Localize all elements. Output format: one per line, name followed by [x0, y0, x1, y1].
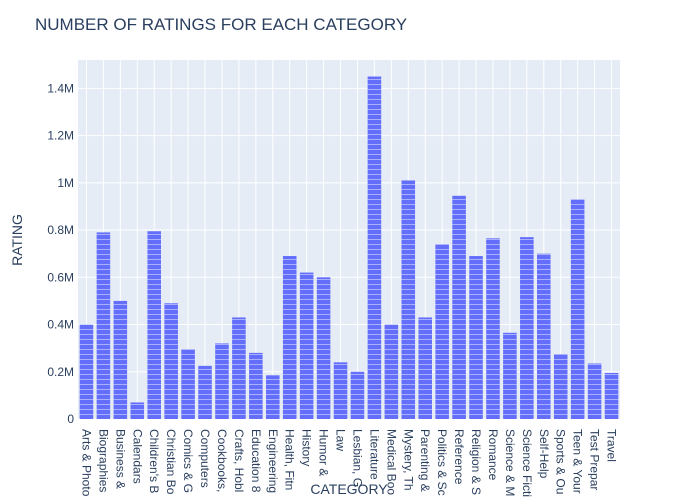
- x-tick-label: Science Ficti: [520, 429, 534, 497]
- bar-texture: [164, 303, 178, 419]
- bar-texture: [469, 256, 483, 419]
- x-tick-label: Teen & Your: [571, 429, 585, 494]
- x-tick-label: Literature: [367, 429, 381, 480]
- bar-texture: [604, 372, 619, 419]
- x-tick-label: Sports & Ou: [554, 429, 568, 494]
- x-tick-label: Health, Fitn: [283, 429, 297, 490]
- x-tick-label: Self-Help: [537, 429, 551, 479]
- bar-texture: [249, 352, 263, 419]
- bar-texture: [333, 362, 348, 419]
- y-tick-label: 0.2M: [47, 365, 74, 379]
- bar-texture: [367, 76, 382, 419]
- bar-texture: [113, 300, 128, 419]
- bar-texture: [79, 324, 94, 419]
- bar-texture: [418, 317, 432, 419]
- x-tick-label: Science & M: [503, 429, 517, 496]
- x-tick-label: Education 8: [249, 429, 263, 493]
- x-tick-label: Christian Bo: [164, 429, 178, 495]
- bar-texture: [503, 332, 517, 419]
- y-tick-label: 1.4M: [47, 81, 74, 95]
- x-tick-label: Romance: [486, 429, 500, 481]
- y-tick-label: 1.2M: [47, 129, 74, 143]
- x-tick-label: Engineering: [266, 429, 280, 493]
- x-tick-label: Mystery, Th: [401, 429, 415, 491]
- x-tick-label: Children's B: [147, 429, 161, 493]
- bar-texture: [232, 317, 246, 419]
- x-tick-label: Lesbian, G: [350, 429, 364, 487]
- x-tick-label: Law: [334, 429, 348, 451]
- bar-texture: [553, 354, 568, 419]
- x-tick-label: Humor &: [317, 429, 331, 476]
- bar-texture: [147, 231, 161, 419]
- bar-texture: [486, 238, 500, 419]
- bar-texture: [350, 371, 365, 419]
- bar-texture: [401, 180, 416, 419]
- x-tick-label: Parenting &: [418, 429, 432, 492]
- x-tick-label: Business &: [113, 429, 127, 489]
- x-tick-label: Politics & Sc: [435, 429, 449, 496]
- bar-texture: [198, 365, 212, 419]
- x-tick-label: History: [300, 429, 314, 466]
- x-axis-title: CATEGORY: [310, 481, 388, 497]
- x-tick-label: Reference: [452, 429, 466, 485]
- x-tick-label: Calendars: [130, 429, 144, 484]
- bar-texture: [96, 232, 111, 419]
- x-tick-label: Medical Boo: [384, 429, 398, 495]
- y-axis-title: RATING: [9, 214, 25, 266]
- bar-texture: [282, 256, 297, 419]
- bar-texture: [215, 343, 229, 419]
- x-tick-label: Comics & G: [181, 429, 195, 493]
- x-tick-label: Test Prepar: [588, 429, 602, 490]
- bar-texture: [537, 253, 551, 419]
- y-tick-label: 0.6M: [47, 270, 74, 284]
- x-tick-label: Arts & Photo: [79, 429, 93, 497]
- bar-texture: [181, 349, 195, 419]
- bar-texture: [316, 277, 331, 419]
- x-tick-label: Travel: [605, 429, 619, 462]
- bar-texture: [587, 363, 602, 419]
- bar-texture: [570, 199, 585, 419]
- y-tick-label: 0.8M: [47, 223, 74, 237]
- bar-texture: [452, 195, 466, 419]
- bar-texture: [299, 272, 314, 419]
- y-tick-label: 1M: [57, 176, 74, 190]
- x-tick-label: Biographies: [96, 429, 110, 492]
- chart-title: NUMBER OF RATINGS FOR EACH CATEGORY: [35, 15, 407, 34]
- y-tick-label: 0: [67, 412, 74, 426]
- bar-texture: [130, 402, 145, 419]
- x-tick-label: Computers: [198, 429, 212, 488]
- y-tick-label: 0.4M: [47, 318, 74, 332]
- bar-texture: [266, 375, 280, 419]
- x-tick-label: Cookbooks,: [215, 429, 229, 492]
- bar-texture: [384, 324, 399, 419]
- x-tick-label: Crafts, Hobl: [232, 429, 246, 492]
- x-tick-label: Religion & S: [469, 429, 483, 495]
- bar-texture: [435, 244, 449, 419]
- bar-texture: [520, 237, 534, 419]
